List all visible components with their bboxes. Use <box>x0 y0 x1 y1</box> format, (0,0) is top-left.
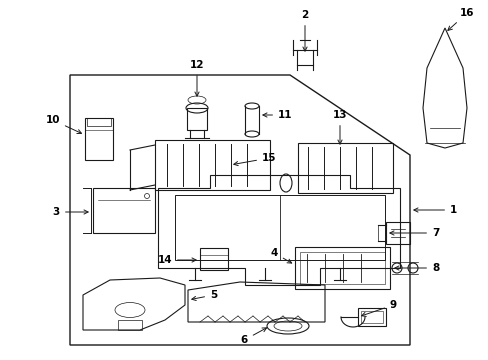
Bar <box>186 108 206 130</box>
Text: 1: 1 <box>413 205 456 215</box>
Text: 10: 10 <box>45 115 81 134</box>
Bar <box>360 311 382 323</box>
Bar <box>297 143 392 193</box>
Text: 13: 13 <box>332 110 346 144</box>
Text: 3: 3 <box>53 207 88 217</box>
Text: 14: 14 <box>157 255 196 265</box>
Text: 6: 6 <box>240 328 266 345</box>
Text: 7: 7 <box>389 228 439 238</box>
Text: 2: 2 <box>301 10 308 51</box>
Bar <box>85 118 113 160</box>
Bar <box>357 308 385 326</box>
Text: 16: 16 <box>447 8 473 30</box>
Bar <box>294 247 389 289</box>
Text: 8: 8 <box>394 263 438 273</box>
Text: 4: 4 <box>270 248 291 263</box>
Bar <box>155 140 269 190</box>
Bar <box>200 248 227 270</box>
Text: 5: 5 <box>191 290 217 301</box>
Text: 12: 12 <box>189 60 204 96</box>
Bar <box>385 222 409 244</box>
Text: 11: 11 <box>263 110 292 120</box>
Bar <box>87 118 111 126</box>
Bar <box>118 320 142 330</box>
Bar <box>93 188 155 233</box>
Bar <box>299 252 384 284</box>
Text: 9: 9 <box>361 300 396 316</box>
Text: 15: 15 <box>233 153 276 166</box>
